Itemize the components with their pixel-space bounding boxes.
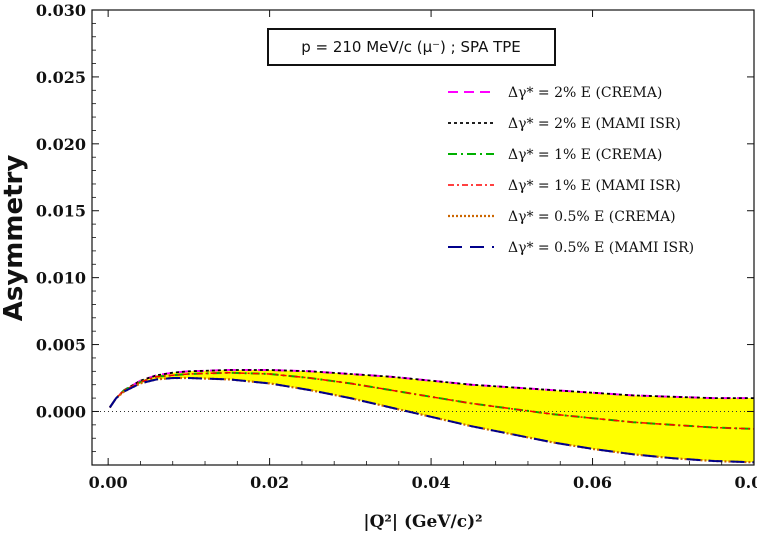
legend-label: Δγ* = 2% E (CREMA) (508, 85, 662, 101)
x-axis-ticks: 0.00 0.02 0.04 0.06 0.08 (89, 10, 757, 492)
legend-label: Δγ* = 2% E (MAMI ISR) (508, 116, 681, 132)
legend-label: Δγ* = 0.5% E (CREMA) (508, 209, 676, 225)
x-tick-label: 0.04 (412, 473, 451, 492)
y-tick-label: 0.015 (36, 202, 86, 221)
legend-label: Δγ* = 0.5% E (MAMI ISR) (508, 240, 694, 256)
x-tick-label: 0.00 (89, 473, 128, 492)
x-axis-title: |Q²| (GeV/c)² (363, 512, 482, 532)
series-line-6 (108, 377, 754, 464)
series-lines (108, 369, 754, 464)
legend-label: Δγ* = 1% E (CREMA) (508, 147, 662, 163)
series-line-4 (109, 371, 754, 430)
chart-title-box: p = 210 MeV/c (μ⁻) ; SPA TPE (267, 28, 556, 66)
y-tick-label: 0.020 (36, 135, 86, 154)
x-tick-label: 0.08 (735, 473, 757, 492)
x-tick-label: 0.06 (573, 473, 612, 492)
title-frame (267, 28, 556, 66)
series-line-2 (109, 369, 754, 409)
chart-title: p = 210 MeV/c (μ⁻) ; SPA TPE (301, 38, 521, 56)
y-tick-label: 0.025 (36, 68, 86, 87)
legend: Δγ* = 2% E (CREMA) Δγ* = 2% E (MAMI ISR) Δ… (448, 85, 694, 256)
y-axis-title: Asymmetry (0, 155, 29, 322)
y-tick-label: 0.030 (36, 1, 86, 20)
y-tick-label: 0.000 (36, 402, 86, 421)
legend-label: Δγ* = 1% E (MAMI ISR) (508, 178, 681, 194)
y-tick-label: 0.010 (36, 269, 86, 288)
y-axis-ticks: 0.000 0.005 0.010 0.015 0.020 0.025 0.030 (36, 1, 754, 466)
x-tick-label: 0.02 (250, 473, 289, 492)
y-tick-label: 0.005 (36, 336, 86, 355)
